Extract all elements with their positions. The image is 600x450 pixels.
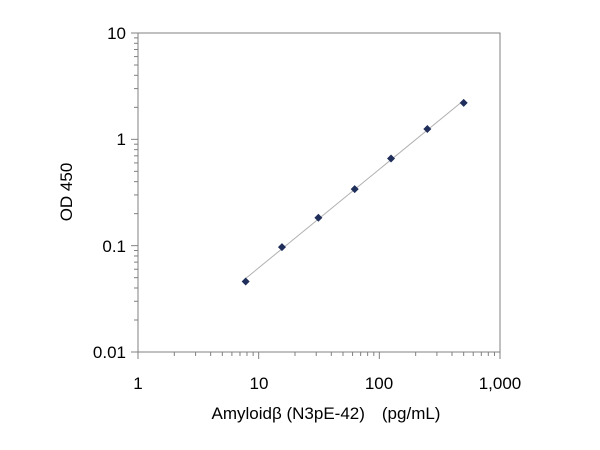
- data-point: [350, 185, 359, 194]
- data-point: [423, 125, 432, 134]
- x-tick-label: 1: [133, 374, 142, 393]
- data-point: [277, 243, 286, 252]
- x-tick-label: 10: [250, 374, 269, 393]
- x-tick-label: 100: [365, 374, 393, 393]
- y-tick-label: 0.01: [93, 343, 126, 362]
- plot-area: [137, 32, 501, 353]
- data-points: [241, 98, 468, 286]
- x-axis-title: Amyloidβ (N3pE-42) (pg/mL): [212, 404, 441, 423]
- major-ticks: [131, 32, 501, 359]
- y-tick-label: 10: [107, 24, 126, 43]
- data-point: [241, 277, 250, 286]
- x-tick-label: 1,000: [479, 374, 522, 393]
- data-point: [387, 154, 396, 163]
- data-point: [459, 98, 468, 107]
- minor-ticks: [134, 37, 495, 356]
- y-tick-label: 1: [117, 130, 126, 149]
- data-point: [314, 213, 323, 222]
- y-axis-title: OD 450: [57, 163, 76, 222]
- y-tick-label: 0.1: [102, 237, 126, 256]
